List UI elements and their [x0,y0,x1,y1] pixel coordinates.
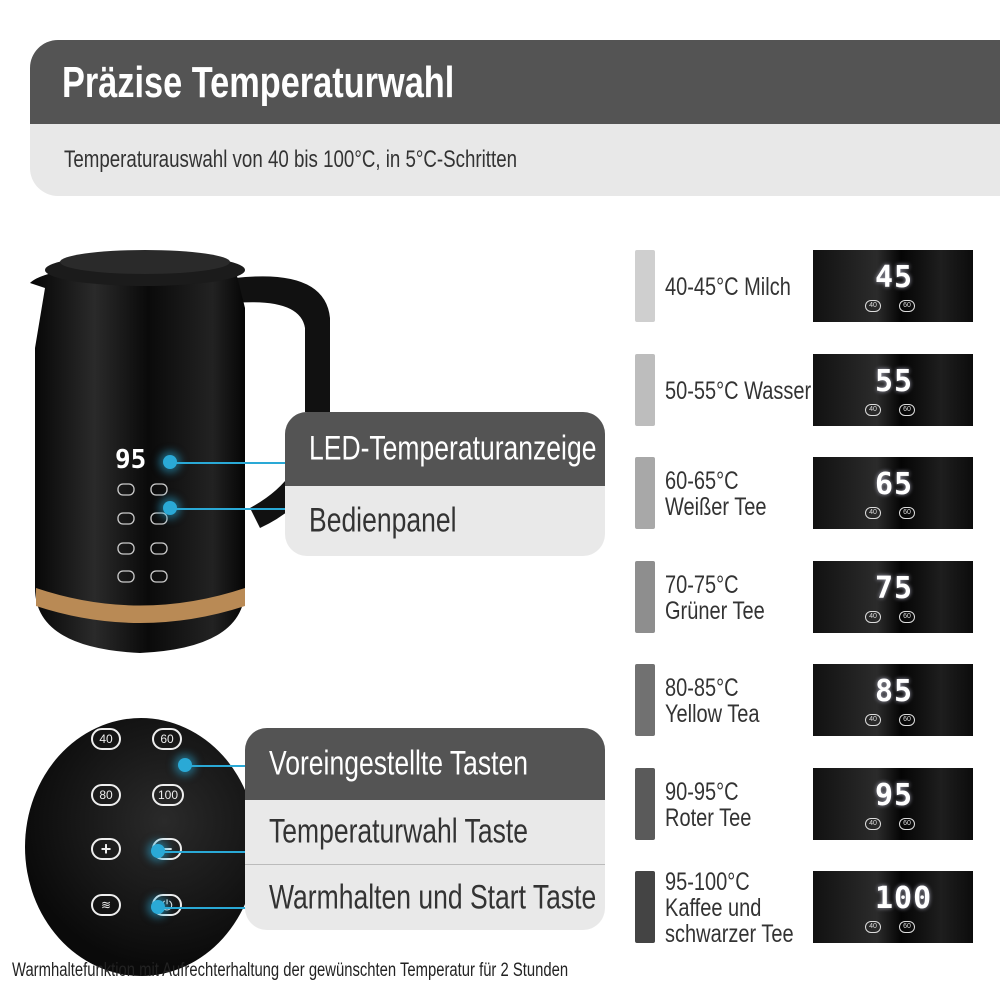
temp-label: 40-45°C Milch [665,274,791,300]
display-image: 45 40 60 [813,250,973,322]
temp-label-line: 80-85°C [665,674,739,702]
temp-label-line: schwarzer Tee [665,920,794,948]
callout-label: Warmhalten und Start Taste [269,878,597,916]
temp-label-line: Roter Tee [665,803,752,832]
callout-line [158,851,247,853]
plus-icon: + [91,838,121,860]
temperature-row: 80-85°C Yellow Tea 85 40 60 [635,664,975,738]
temp-label-line: Weißer Tee [665,493,767,521]
display-button-40: 40 [865,300,881,312]
display-button-60: 60 [899,817,915,830]
preset-60-button: 60 [152,728,182,750]
temperature-row: 50-55°C Wasser 55 40 60 [635,353,975,428]
led-callout: LED-Temperaturanzeige Bedienpanel [285,412,605,556]
display-image: 65 40 60 [813,457,973,529]
callout-preset-buttons: Voreingestellte Tasten [245,728,605,800]
display-value: 75 [875,570,914,606]
temp-label-line: 60-65°C [665,467,739,495]
color-swatch [635,664,655,736]
callout-line [170,462,288,464]
display-button-60: 60 [899,507,915,519]
color-swatch [635,250,655,322]
callout-warm-start-button: Warmhalten und Start Taste [245,865,605,930]
display-image: 100 40 60 [813,871,973,943]
temp-label-line: 90-95°C [665,777,739,806]
display-button-40: 40 [865,403,881,416]
callout-temperature-button: Temperaturwahl Taste [245,800,605,865]
preset-100-button: 100 [152,784,184,806]
display-value: 65 [875,467,914,502]
display-button-40: 40 [865,817,881,830]
temp-label-line: Kaffee und [665,894,762,922]
callout-line [158,907,247,909]
warm-icon: ≋ [91,894,121,916]
temp-label-line: 95-100°C [665,868,750,896]
subtitle: Temperaturauswahl von 40 bis 100°C, in 5… [64,146,518,173]
temperature-row: 70-75°C Grüner Tee 75 40 60 [635,560,975,635]
callout-led-display: LED-Temperaturanzeige [285,412,605,486]
display-value: 100 [875,881,933,916]
color-swatch [635,767,655,840]
temperature-row: 40-45°C Milch 45 40 60 [635,250,975,324]
temperature-row: 95-100°C Kaffee und schwarzer Tee 100 40 6… [635,869,975,947]
color-swatch [635,560,655,633]
display-button-60: 60 [899,714,915,726]
temp-label-line: 50-55°C Wasser [665,376,812,405]
display-image: 55 40 60 [813,353,973,426]
color-swatch [635,353,655,426]
temperature-row: 60-65°C Weißer Tee 65 40 60 [635,457,975,531]
subtitle-bar: Temperaturauswahl von 40 bis 100°C, in 5… [30,124,1000,196]
temp-label: 70-75°C Grüner Tee [665,572,765,624]
display-value: 55 [875,363,914,399]
temp-label: 50-55°C Wasser [665,378,811,404]
display-button-60: 60 [899,610,915,623]
display-button-60: 60 [899,403,915,416]
display-button-40: 40 [865,610,881,623]
temp-label-line: Grüner Tee [665,596,765,625]
display-value: 95 [875,777,914,813]
callout-label: LED-Temperaturanzeige [309,429,597,468]
display-image: 95 40 60 [813,767,973,840]
footer-note: Warmhaltefunktion mit Aufrechterhaltung … [12,960,569,981]
header-bar: Präzise Temperaturwahl [30,40,1000,124]
callout-line [185,765,247,767]
display-image: 85 40 60 [813,664,973,736]
page-title: Präzise Temperaturwahl [62,58,455,107]
callout-label: Bedienpanel [309,501,457,540]
temp-label-line: 40-45°C Milch [665,273,791,301]
control-panel-closeup: 40 60 80 100 + − ≋ ⏻ [25,718,257,976]
display-value: 85 [875,674,914,709]
display-button-60: 60 [899,300,915,312]
callout-line [170,508,288,510]
display-button-60: 60 [899,921,915,933]
kettle-display: 95 [115,445,146,475]
display-button-40: 40 [865,921,881,933]
temp-label-line: 70-75°C [665,570,739,599]
temp-label: 80-85°C Yellow Tea [665,675,760,727]
temp-label: 95-100°C Kaffee und schwarzer Tee [665,869,794,947]
temp-label: 60-65°C Weißer Tee [665,468,767,520]
display-value: 45 [875,260,914,295]
color-swatch [635,457,655,529]
display-image: 75 40 60 [813,560,973,633]
color-swatch [635,871,655,943]
preset-80-button: 80 [91,784,121,806]
callout-label: Voreingestellte Tasten [269,744,529,783]
preset-40-button: 40 [91,728,121,750]
temp-label-line: Yellow Tea [665,700,760,728]
buttons-callout: Voreingestellte Tasten Temperaturwahl Ta… [245,728,605,930]
callout-label: Temperaturwahl Taste [269,812,528,851]
display-button-40: 40 [865,714,881,726]
temp-label: 90-95°C Roter Tee [665,779,751,831]
callout-control-panel: Bedienpanel [285,486,605,556]
temperature-row: 90-95°C Roter Tee 95 40 60 [635,767,975,842]
display-button-40: 40 [865,507,881,519]
